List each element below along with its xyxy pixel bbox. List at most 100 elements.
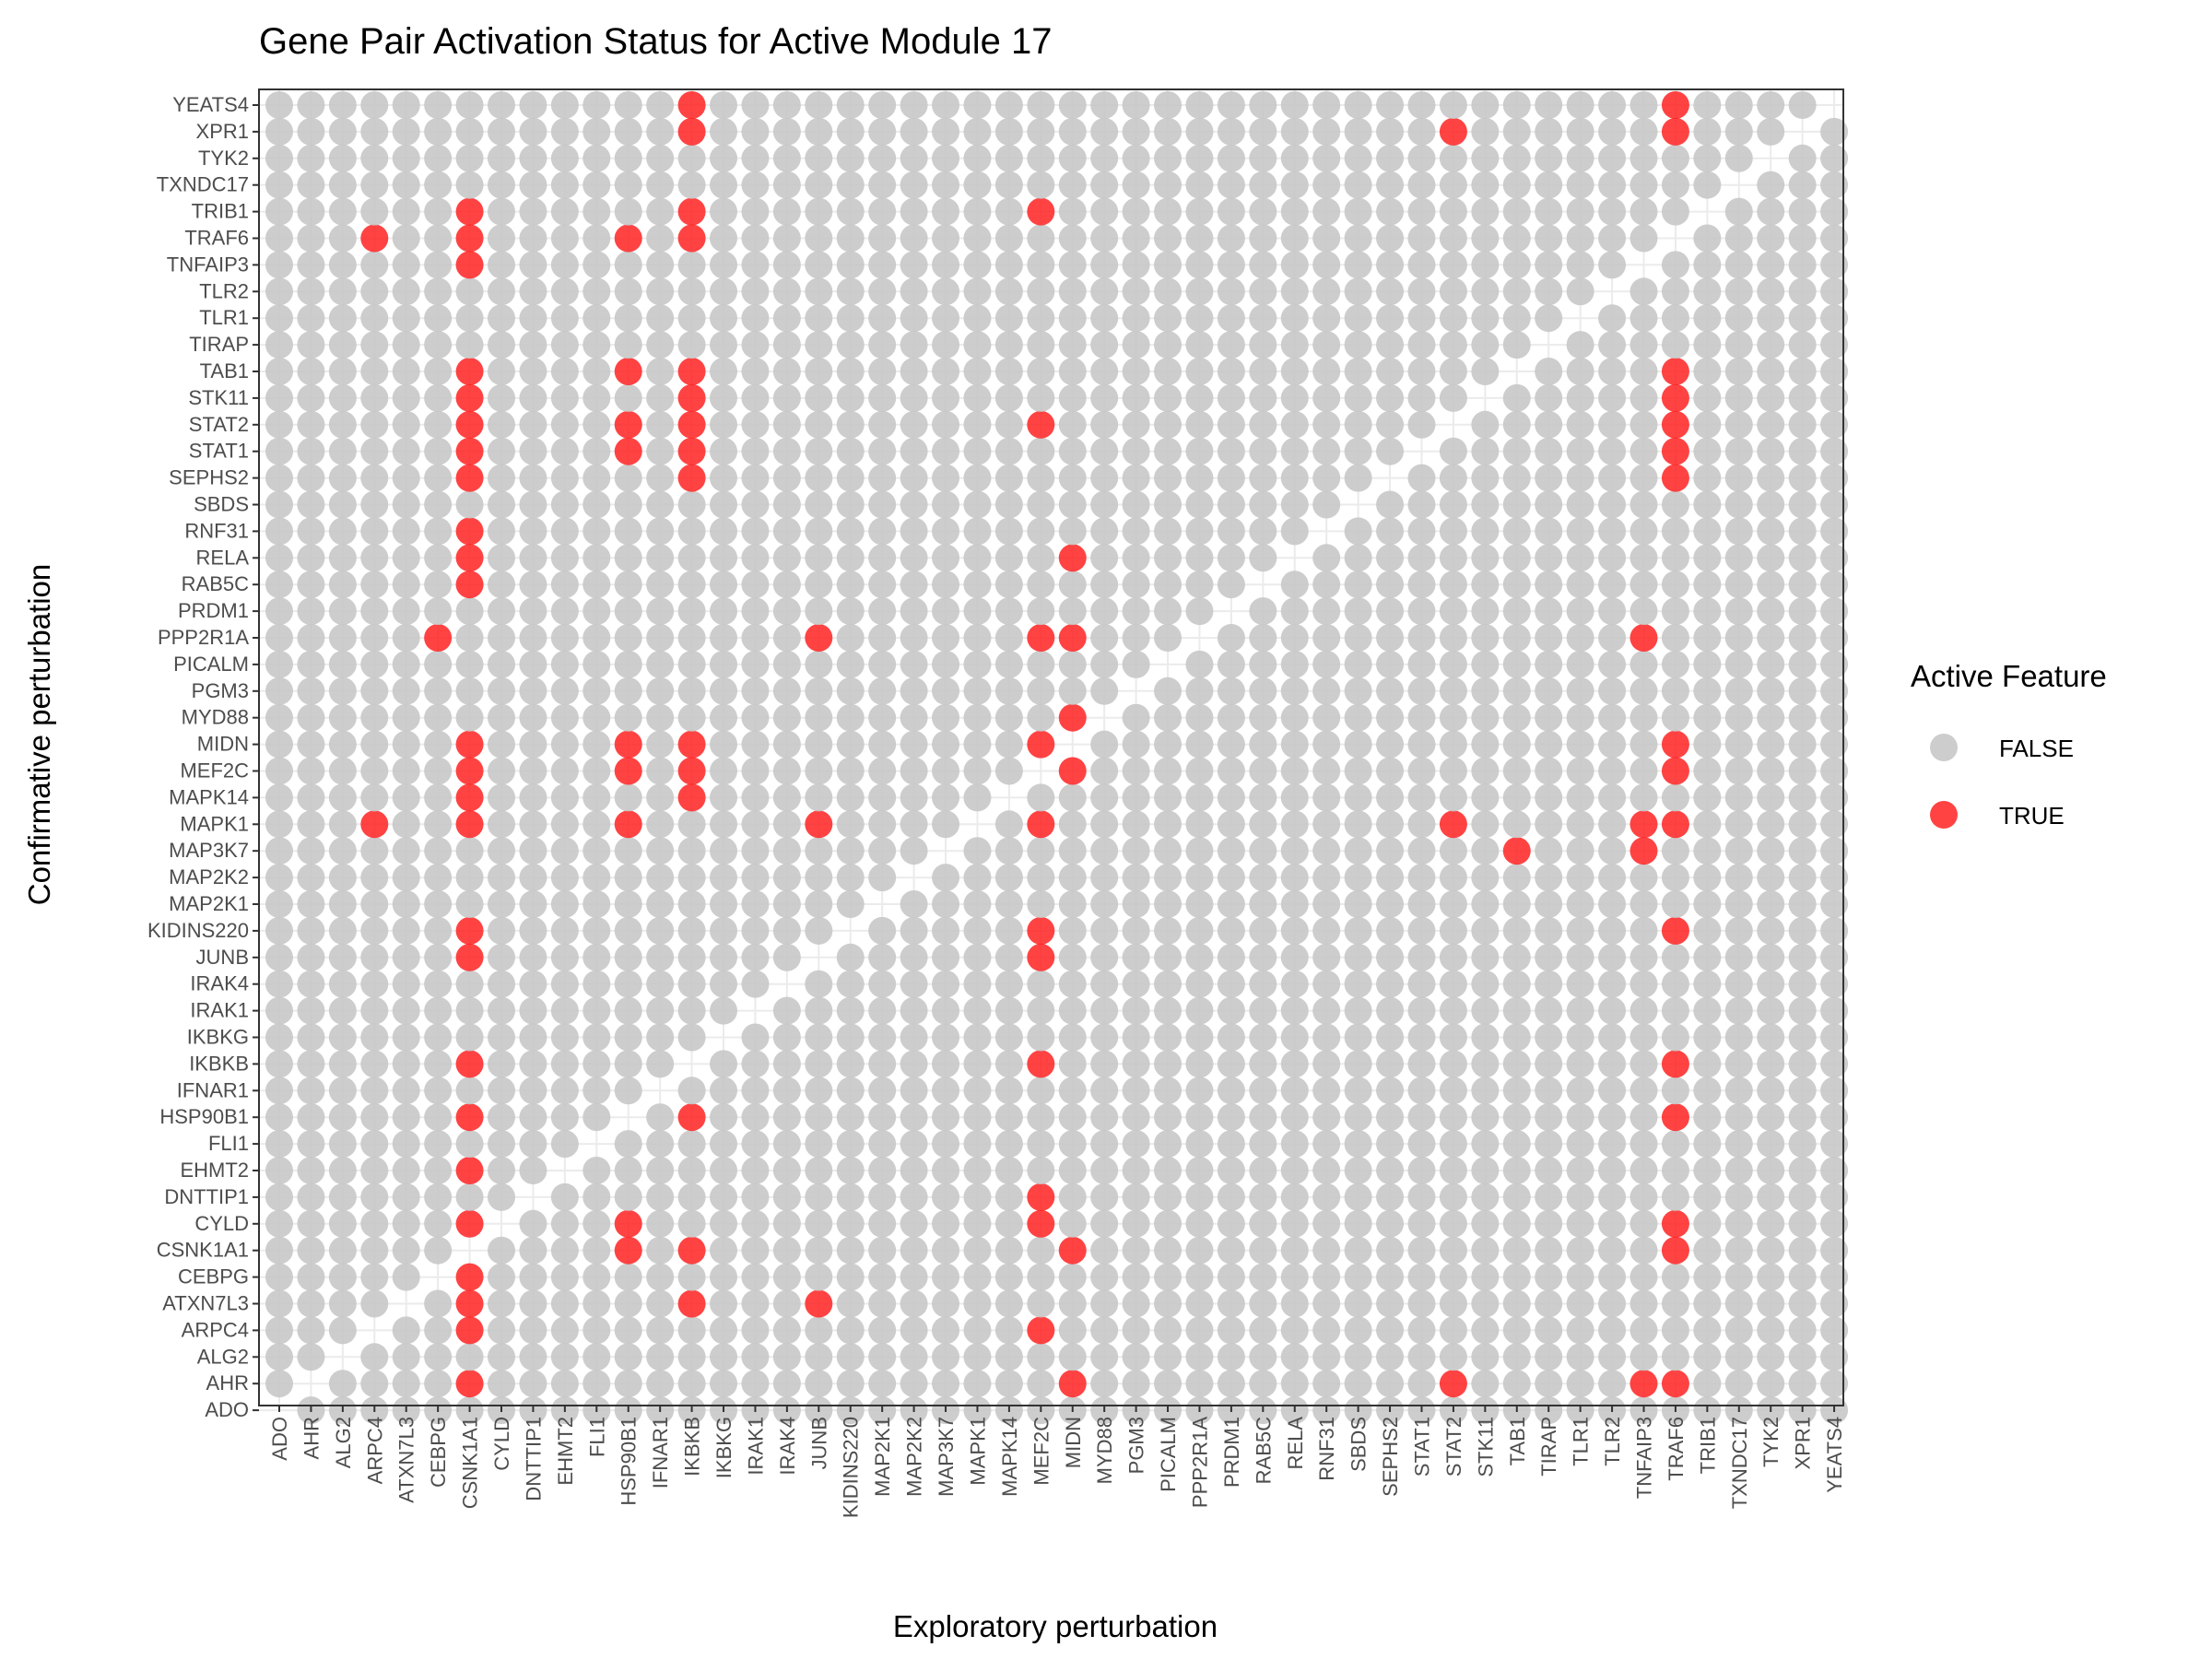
point-false bbox=[1566, 837, 1594, 865]
point-false bbox=[772, 1157, 801, 1184]
point-false bbox=[1502, 783, 1531, 812]
x-tick-label: RAB5C bbox=[1252, 1417, 1275, 1484]
point-true bbox=[455, 730, 484, 759]
point-false bbox=[1122, 1316, 1150, 1345]
point-false bbox=[392, 1236, 420, 1265]
point-false bbox=[1757, 624, 1785, 652]
point-false bbox=[265, 91, 293, 119]
point-false bbox=[1154, 171, 1182, 199]
data-points bbox=[265, 91, 1849, 1425]
point-false bbox=[1724, 810, 1753, 839]
point-false bbox=[1693, 331, 1722, 359]
point-true bbox=[1661, 117, 1689, 146]
point-false bbox=[741, 837, 770, 865]
point-false bbox=[1535, 91, 1563, 119]
point-false bbox=[900, 1023, 928, 1052]
point-false bbox=[1566, 890, 1594, 918]
point-false bbox=[1693, 1182, 1722, 1211]
point-false bbox=[488, 650, 516, 678]
x-tick-label: TXNDC17 bbox=[1728, 1417, 1751, 1509]
point-false bbox=[1058, 1343, 1087, 1371]
point-false bbox=[741, 1209, 770, 1238]
point-false bbox=[1027, 304, 1055, 333]
point-false bbox=[1027, 1023, 1055, 1052]
point-false bbox=[1630, 703, 1658, 732]
point-false bbox=[868, 277, 897, 306]
point-false bbox=[1090, 1289, 1119, 1318]
point-false bbox=[1217, 437, 1245, 465]
point-false bbox=[963, 837, 992, 865]
point-false bbox=[392, 197, 420, 226]
point-false bbox=[1058, 1289, 1087, 1318]
point-false bbox=[963, 1077, 992, 1105]
point-true bbox=[1439, 117, 1467, 146]
point-false bbox=[582, 464, 611, 492]
point-false bbox=[1661, 970, 1689, 998]
point-false bbox=[1598, 864, 1627, 892]
point-false bbox=[1630, 437, 1658, 465]
point-false bbox=[741, 1343, 770, 1371]
point-false bbox=[328, 171, 357, 199]
point-false bbox=[1566, 970, 1594, 998]
point-false bbox=[1502, 1050, 1531, 1078]
point-false bbox=[1693, 943, 1722, 971]
point-false bbox=[1439, 864, 1467, 892]
point-false bbox=[963, 544, 992, 572]
point-false bbox=[1502, 943, 1531, 971]
point-false bbox=[1217, 624, 1245, 652]
point-false bbox=[805, 970, 833, 998]
point-false bbox=[1439, 383, 1467, 412]
y-tick-label: TAB1 bbox=[200, 359, 249, 382]
point-false bbox=[582, 91, 611, 119]
point-false bbox=[1217, 1236, 1245, 1265]
point-false bbox=[1693, 544, 1722, 572]
point-false bbox=[360, 117, 389, 146]
point-false bbox=[1185, 91, 1214, 119]
point-false bbox=[1376, 304, 1405, 333]
point-false bbox=[1693, 224, 1722, 253]
point-false bbox=[1122, 1103, 1150, 1132]
point-false bbox=[741, 490, 770, 519]
x-tick-label: IKBKB bbox=[681, 1417, 704, 1477]
point-false bbox=[932, 1370, 960, 1398]
point-false bbox=[900, 544, 928, 572]
point-false bbox=[994, 703, 1023, 732]
point-false bbox=[1820, 1157, 1849, 1184]
point-false bbox=[963, 464, 992, 492]
point-false bbox=[772, 117, 801, 146]
point-false bbox=[1154, 1236, 1182, 1265]
point-false bbox=[1566, 1050, 1594, 1078]
point-false bbox=[900, 783, 928, 812]
point-false bbox=[1820, 1209, 1849, 1238]
point-false bbox=[1407, 1343, 1436, 1371]
x-tick-label: IFNAR1 bbox=[649, 1417, 672, 1488]
point-false bbox=[1724, 624, 1753, 652]
point-false bbox=[994, 916, 1023, 945]
point-false bbox=[1788, 544, 1817, 572]
point-false bbox=[1154, 490, 1182, 519]
point-false bbox=[836, 517, 865, 546]
point-false bbox=[963, 943, 992, 971]
point-true bbox=[1661, 1236, 1689, 1265]
point-false bbox=[1693, 864, 1722, 892]
point-false bbox=[360, 597, 389, 626]
point-false bbox=[550, 304, 579, 333]
x-tick-label: TLR1 bbox=[1570, 1417, 1593, 1466]
point-false bbox=[265, 677, 293, 705]
point-false bbox=[836, 1130, 865, 1159]
point-false bbox=[1344, 464, 1372, 492]
point-false bbox=[1312, 730, 1341, 759]
point-false bbox=[1566, 1130, 1594, 1159]
point-false bbox=[1344, 571, 1372, 599]
point-false bbox=[994, 517, 1023, 546]
point-false bbox=[900, 1103, 928, 1132]
point-false bbox=[392, 490, 420, 519]
point-false bbox=[1757, 730, 1785, 759]
point-false bbox=[1312, 1236, 1341, 1265]
point-false bbox=[1630, 1182, 1658, 1211]
point-false bbox=[328, 383, 357, 412]
point-false bbox=[1757, 117, 1785, 146]
point-false bbox=[805, 757, 833, 785]
point-false bbox=[1630, 224, 1658, 253]
point-false bbox=[805, 837, 833, 865]
